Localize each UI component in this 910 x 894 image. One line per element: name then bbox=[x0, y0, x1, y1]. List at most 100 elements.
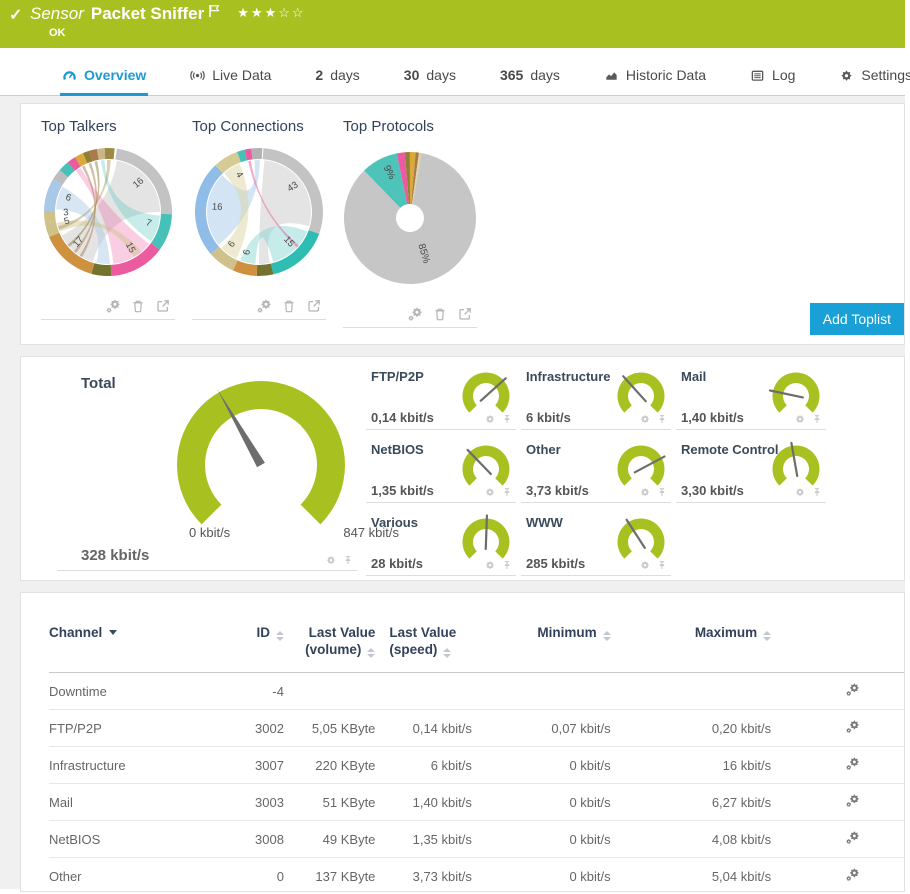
tab-label: Settings bbox=[861, 67, 910, 83]
cell-max: 4,08 kbit/s bbox=[611, 821, 771, 858]
gauge-pin-icon[interactable] bbox=[656, 559, 668, 571]
header-label: Minimum bbox=[537, 625, 596, 640]
cell-volume: 51 KByte bbox=[284, 784, 375, 821]
gauge-channel-value: 6 kbit/s bbox=[526, 410, 571, 425]
gauge-settings-icon[interactable] bbox=[639, 413, 651, 425]
add-toplist-button[interactable]: Add Toplist bbox=[810, 303, 904, 335]
cell-speed: 6 kbit/s bbox=[375, 747, 471, 784]
cell-max: 16 kbit/s bbox=[611, 747, 771, 784]
gauge-icon bbox=[62, 68, 77, 83]
cell-volume bbox=[284, 673, 375, 710]
gauge-settings-icon[interactable] bbox=[325, 554, 337, 566]
gauge-channel-label: FTP/P2P bbox=[371, 369, 424, 384]
toplist-open-icon[interactable] bbox=[306, 298, 322, 314]
gauge-settings-icon[interactable] bbox=[794, 486, 806, 498]
toplist-delete-icon[interactable] bbox=[281, 298, 297, 314]
toplist-open-icon[interactable] bbox=[155, 298, 171, 314]
gauge-pin-icon[interactable] bbox=[501, 559, 513, 571]
gauges-panel: Total 0 kbit/s 847 kbit/s 328 kbit/s FTP… bbox=[20, 356, 905, 581]
column-header-minimum[interactable]: Minimum bbox=[472, 619, 611, 673]
toplist-delete-icon[interactable] bbox=[432, 306, 448, 322]
column-header-last-value-speed-[interactable]: Last Value(speed) bbox=[375, 619, 471, 673]
gauge-pin-icon[interactable] bbox=[501, 486, 513, 498]
cell-max bbox=[611, 673, 771, 710]
column-header-last-value-volume-[interactable]: Last Value(volume) bbox=[284, 619, 375, 673]
toplist-title: Top Protocols bbox=[343, 118, 477, 140]
gauge-channel-value: 28 kbit/s bbox=[371, 556, 423, 571]
tab-label: Log bbox=[772, 67, 795, 83]
gauge-channel-value: 1,40 kbit/s bbox=[681, 410, 744, 425]
cell-max: 6,27 kbit/s bbox=[611, 784, 771, 821]
cell-max: 0,20 kbit/s bbox=[611, 710, 771, 747]
toplist-open-icon[interactable] bbox=[457, 306, 473, 322]
gauge-pin-icon[interactable] bbox=[501, 413, 513, 425]
cell-min: 0 kbit/s bbox=[472, 784, 611, 821]
toplist-delete-icon[interactable] bbox=[130, 298, 146, 314]
cell-min: 0,07 kbit/s bbox=[472, 710, 611, 747]
channel-edit-icon[interactable] bbox=[845, 793, 860, 808]
column-header-channel[interactable]: Channel bbox=[49, 619, 222, 673]
gauge-settings-icon[interactable] bbox=[639, 486, 651, 498]
gauge-pin-icon[interactable] bbox=[656, 486, 668, 498]
toplist-settings-icon[interactable] bbox=[105, 298, 121, 314]
table-row-downtime[interactable]: Downtime-4 bbox=[49, 673, 904, 710]
toplist-chart[interactable]: 85%9% bbox=[343, 140, 477, 300]
cell-speed: 1,40 kbit/s bbox=[375, 784, 471, 821]
cell-min: 0 kbit/s bbox=[472, 747, 611, 784]
total-value: 328 kbit/s bbox=[81, 547, 149, 564]
column-header-maximum[interactable]: Maximum bbox=[611, 619, 771, 673]
gauge-pin-icon[interactable] bbox=[811, 486, 823, 498]
channel-edit-icon[interactable] bbox=[845, 830, 860, 845]
cell-channel: FTP/P2P bbox=[49, 710, 222, 747]
column-header-id[interactable]: ID bbox=[222, 619, 283, 673]
tab-label: Live Data bbox=[212, 67, 271, 83]
gauge-channel-value: 3,30 kbit/s bbox=[681, 483, 744, 498]
toplist-settings-icon[interactable] bbox=[407, 306, 423, 322]
toplist-title: Top Connections bbox=[192, 118, 326, 140]
sort-icon bbox=[603, 631, 611, 641]
toplist-settings-icon[interactable] bbox=[256, 298, 272, 314]
gauge-pin-icon[interactable] bbox=[342, 554, 354, 566]
tab-live-data[interactable]: Live Data bbox=[188, 67, 273, 96]
gauge-settings-icon[interactable] bbox=[484, 413, 496, 425]
gauge-channel-value: 3,73 kbit/s bbox=[526, 483, 589, 498]
gauge-channel-label: Mail bbox=[681, 369, 706, 384]
toplist-title: Top Talkers bbox=[41, 118, 175, 140]
gauge-pin-icon[interactable] bbox=[656, 413, 668, 425]
priority-stars[interactable]: ★★★☆☆ bbox=[237, 5, 305, 21]
flag-icon[interactable] bbox=[208, 4, 221, 18]
gauge-settings-icon[interactable] bbox=[639, 559, 651, 571]
channel-edit-icon[interactable] bbox=[845, 719, 860, 734]
channel-edit-icon[interactable] bbox=[845, 682, 860, 697]
channel-edit-icon[interactable] bbox=[845, 867, 860, 882]
tab-historic-data[interactable]: Historic Data bbox=[602, 67, 708, 96]
gauge-settings-icon[interactable] bbox=[484, 486, 496, 498]
svg-text:16: 16 bbox=[212, 202, 223, 214]
gauge-cell-mail: Mail 1,40 kbit/s bbox=[676, 367, 826, 430]
channel-edit-icon[interactable] bbox=[845, 756, 860, 771]
tab-settings[interactable]: Settings bbox=[837, 67, 910, 96]
gauge-pin-icon[interactable] bbox=[811, 413, 823, 425]
gauge-settings-icon[interactable] bbox=[794, 413, 806, 425]
page-title: Packet Sniffer bbox=[91, 4, 204, 24]
tab-overview[interactable]: Overview bbox=[60, 67, 148, 96]
gauge-channel-label: NetBIOS bbox=[371, 442, 424, 457]
tab-log[interactable]: Log bbox=[748, 67, 797, 96]
gauge-settings-icon[interactable] bbox=[484, 559, 496, 571]
tab-number: 30 bbox=[404, 67, 420, 83]
gear-icon bbox=[839, 68, 854, 83]
tab-label: days bbox=[530, 67, 560, 83]
